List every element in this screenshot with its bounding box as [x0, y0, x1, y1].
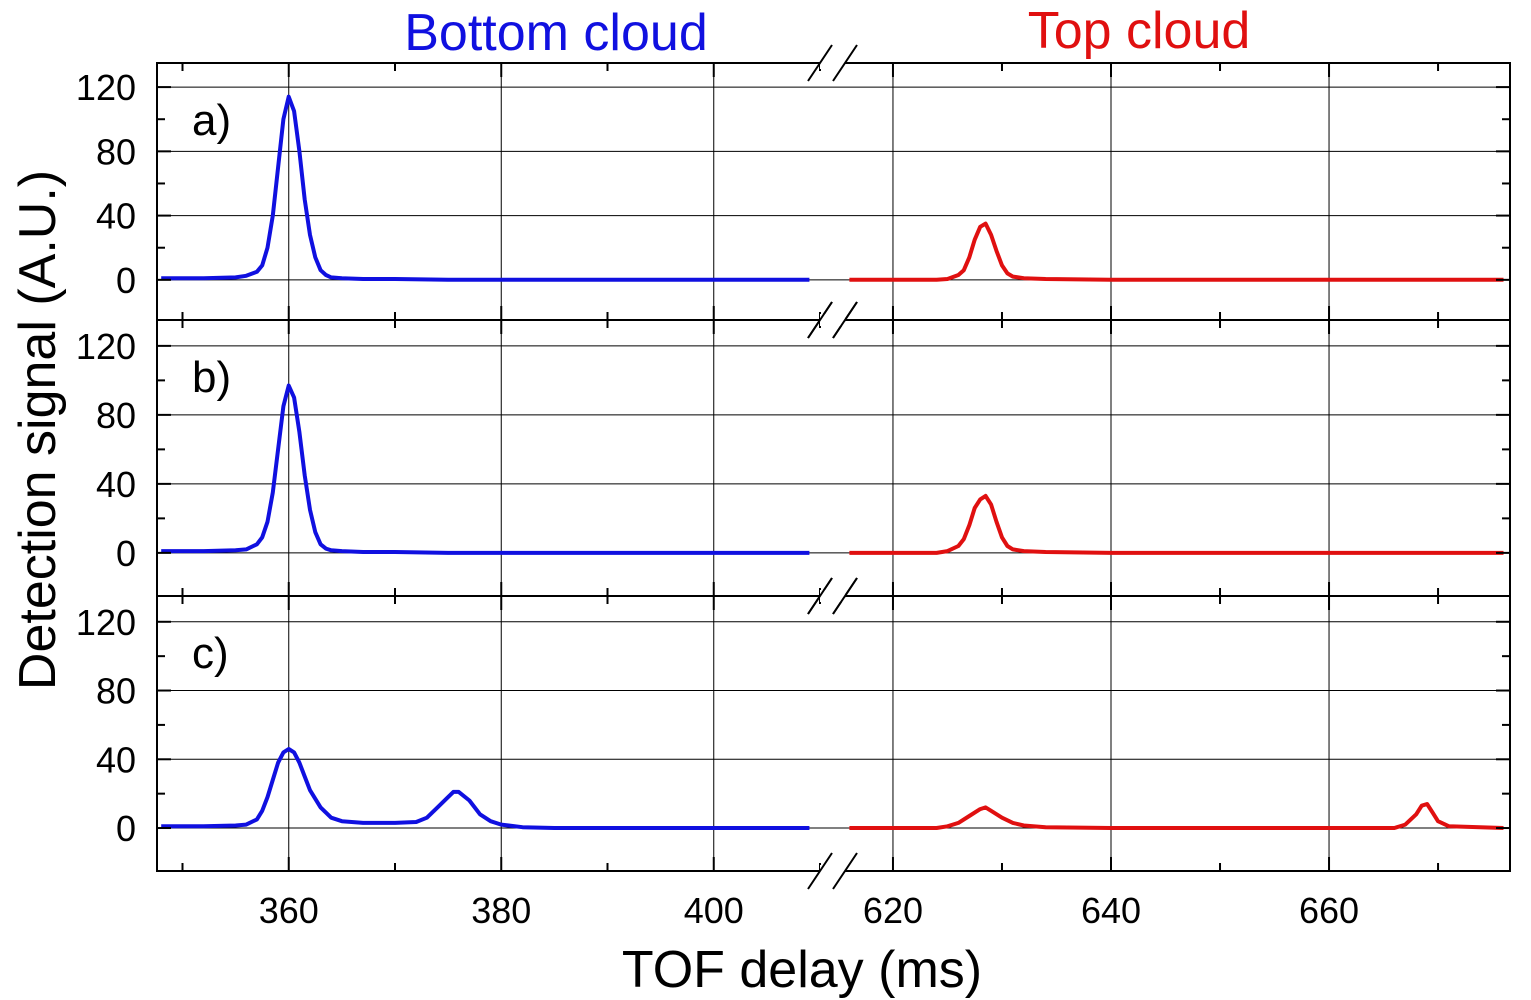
- y-tick-label: 0: [116, 260, 136, 301]
- y-tick-label: 40: [96, 739, 136, 780]
- panel-label: c): [192, 629, 229, 678]
- axis-break-mark: [807, 577, 833, 615]
- axis-break-mark: [807, 301, 833, 339]
- panel-label: a): [192, 96, 231, 145]
- y-tick-label: 40: [96, 464, 136, 505]
- axis-breaks: [807, 44, 858, 890]
- segment-title-bottom: Bottom cloud: [404, 4, 708, 62]
- x-tick-label: 380: [471, 890, 531, 931]
- x-tick-label: 660: [1299, 890, 1359, 931]
- panel-label: b): [192, 353, 231, 402]
- axis-break-mark: [807, 852, 833, 890]
- gridlines: [157, 63, 1510, 871]
- y-tick-label: 80: [96, 395, 136, 436]
- axis-break-gap: [820, 865, 845, 877]
- axis-ticks: [157, 63, 1510, 871]
- y-tick-label: 80: [96, 671, 136, 712]
- y-tick-label: 120: [76, 67, 136, 108]
- axis-break-mark: [832, 44, 858, 82]
- x-tick-label: 620: [863, 890, 923, 931]
- y-tick-label: 120: [76, 602, 136, 643]
- axis-break-gap: [820, 590, 845, 602]
- axis-break-gap: [820, 57, 845, 69]
- curve-bottom-panel-a: [161, 94, 810, 282]
- curve-top-panel-b: [849, 493, 1504, 555]
- axis-break-mark: [832, 852, 858, 890]
- axis-break-mark: [807, 44, 833, 82]
- x-tick-label: 360: [259, 890, 319, 931]
- curve-top-panel-c: [849, 802, 1504, 830]
- x-tick-label: 400: [684, 890, 744, 931]
- x-axis-title: TOF delay (ms): [622, 941, 982, 999]
- axis-break-gap: [820, 314, 845, 326]
- y-tick-label: 120: [76, 326, 136, 367]
- segment-title-top: Top cloud: [1028, 2, 1251, 60]
- axis-break-mark: [832, 301, 858, 339]
- axis-break-mark: [832, 577, 858, 615]
- y-tick-label: 40: [96, 196, 136, 237]
- y-tick-label: 80: [96, 131, 136, 172]
- curve-top-panel-a: [849, 221, 1504, 282]
- y-tick-label: 0: [116, 808, 136, 849]
- y-tick-label: 0: [116, 533, 136, 574]
- y-axis-title: Detection signal (A.U.): [9, 170, 67, 690]
- curve-bottom-panel-c: [161, 747, 810, 830]
- tick-labels: 0 40 80 120 a) 0 40 80 120 b) 0 40 80 120 c) 360 380 400 6…: [76, 67, 1359, 931]
- x-tick-label: 640: [1081, 890, 1141, 931]
- data-curves: [161, 94, 1504, 830]
- curve-bottom-panel-b: [161, 383, 810, 555]
